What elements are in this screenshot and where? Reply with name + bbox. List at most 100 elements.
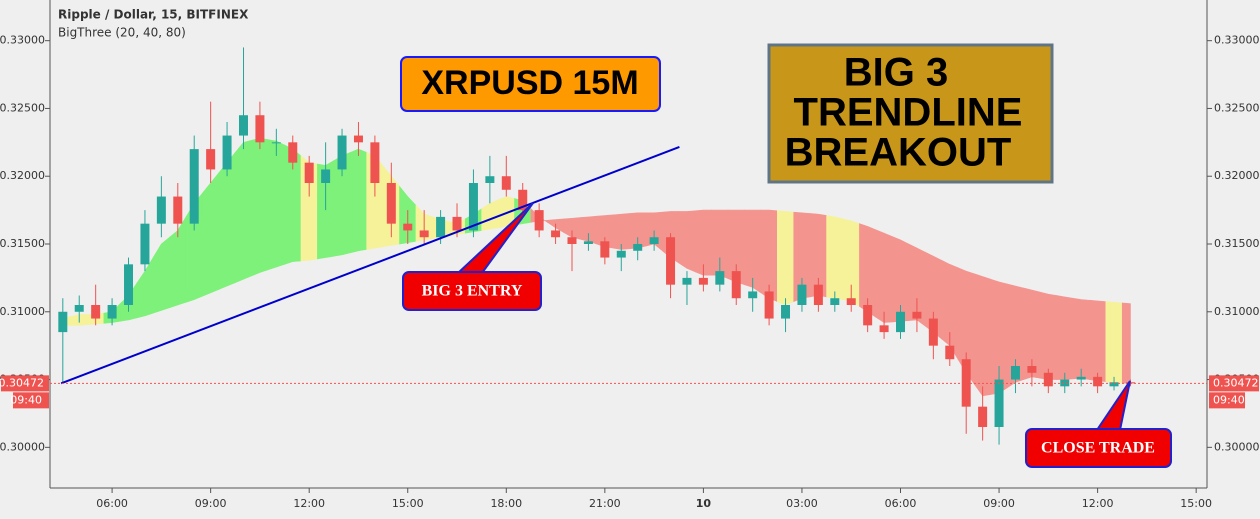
candle-body — [583, 241, 593, 244]
candle-body — [288, 142, 298, 163]
countdown-box — [13, 392, 49, 409]
y-tick-label: 0.33000 — [0, 34, 45, 47]
y-tick-label: 0.32000 — [1214, 169, 1260, 182]
candle-body — [748, 291, 758, 299]
candle-body — [436, 216, 446, 238]
countdown-label: 09:40 — [1213, 393, 1245, 406]
candle-body — [419, 230, 429, 238]
x-tick-label: 15:00 — [392, 497, 424, 510]
candle-body — [698, 277, 708, 285]
candle-body — [567, 237, 577, 244]
candle-body — [485, 176, 495, 183]
candle-body — [353, 135, 363, 143]
x-tick-label: 12:00 — [1082, 497, 1114, 510]
y-tick-label: 0.31500 — [1214, 237, 1260, 250]
candle-body — [928, 318, 938, 346]
candle-body — [337, 135, 347, 170]
candle-body — [173, 196, 183, 224]
indicator-band — [678, 210, 696, 273]
indicator-band — [1039, 291, 1057, 380]
close-text: CLOSE TRADE — [1041, 440, 1155, 457]
candle-body — [600, 241, 610, 258]
candle-body — [945, 345, 955, 360]
symbol-box: XRPUSD 15M — [400, 56, 661, 112]
indicator-band — [1121, 302, 1131, 384]
y-tick-label: 0.33000 — [1214, 34, 1260, 47]
candle-body — [813, 284, 823, 305]
candle-body — [797, 284, 807, 305]
indicator-band — [1056, 295, 1074, 380]
headline-line: BIG 3 — [844, 51, 948, 95]
x-tick-label: 09:00 — [983, 497, 1015, 510]
overlay — [50, 146, 1207, 385]
candle-body — [501, 176, 511, 190]
candle-body — [124, 264, 134, 305]
candle-body — [912, 311, 922, 319]
candle-body — [863, 305, 873, 326]
candle-body — [682, 277, 692, 285]
candle-body — [468, 183, 478, 231]
y-tick-label: 0.31500 — [0, 237, 45, 250]
last-price-label: 0.30472 — [0, 376, 44, 389]
indicator-band — [202, 171, 220, 297]
symbol-box-bg — [400, 56, 661, 112]
indicator-band — [826, 215, 844, 300]
candle-body — [764, 291, 774, 319]
candle-body — [156, 196, 166, 224]
candle-body — [271, 142, 281, 144]
y-tick-label: 0.32500 — [0, 101, 45, 114]
candle-body — [896, 311, 906, 333]
indicator-band — [1089, 299, 1107, 382]
x-tick-label: 06:00 — [96, 497, 128, 510]
candle-body — [222, 135, 232, 170]
close-callout: CLOSE TRADE — [1025, 380, 1172, 468]
candle-body — [1093, 376, 1103, 387]
plot-area — [58, 47, 1135, 445]
x-tick-label: 15:00 — [1180, 497, 1212, 510]
entry-box — [402, 271, 542, 311]
x-tick-label: 06:00 — [885, 497, 917, 510]
x-tick-label: 09:00 — [195, 497, 227, 510]
y-tick-label: 0.32500 — [1214, 101, 1260, 114]
candle-body — [238, 115, 248, 136]
symbol-text: XRPUSD 15M — [421, 64, 638, 102]
chart-title: Ripple / Dollar, 15, BITFINEX — [58, 8, 249, 22]
x-tick-label: 12:00 — [293, 497, 325, 510]
candle-body — [304, 162, 314, 183]
candle-body — [1043, 372, 1053, 387]
entry-callout: BIG 3 ENTRY — [402, 202, 542, 311]
x-tick-label: 21:00 — [589, 497, 621, 510]
headline-box: BIG 3 TRENDLINE BREAKOUT — [767, 43, 1054, 184]
candle-body — [452, 216, 462, 231]
candle-body — [403, 223, 413, 231]
candle-body — [551, 230, 561, 238]
candle-body — [616, 250, 626, 258]
candle-body — [370, 142, 380, 183]
entry-text: BIG 3 ENTRY — [422, 283, 523, 300]
candle-body — [74, 305, 84, 312]
indicator-band — [974, 273, 992, 397]
indicator-band — [875, 229, 893, 323]
indicator-band — [251, 137, 269, 277]
indicator-name: BigThree (20, 40, 80) — [58, 26, 186, 40]
candle-body — [1060, 379, 1070, 387]
x-tick-label: 03:00 — [786, 497, 818, 510]
candle-body — [830, 298, 840, 305]
candle-body — [206, 149, 216, 170]
indicator-band — [349, 148, 367, 254]
candle-body — [91, 305, 101, 319]
candle-body — [321, 169, 331, 183]
headline-line: BREAKOUT — [785, 131, 1012, 175]
candle-body — [715, 271, 725, 285]
candle-body — [666, 237, 676, 285]
candle-body — [994, 379, 1004, 427]
candle-body — [978, 406, 988, 427]
indicator-band — [777, 210, 795, 306]
indicator-band — [234, 139, 253, 284]
candle-body — [58, 311, 68, 333]
y-tick-label: 0.32000 — [0, 169, 45, 182]
y-tick-label: 0.31000 — [0, 305, 45, 318]
candle-body — [386, 183, 396, 224]
